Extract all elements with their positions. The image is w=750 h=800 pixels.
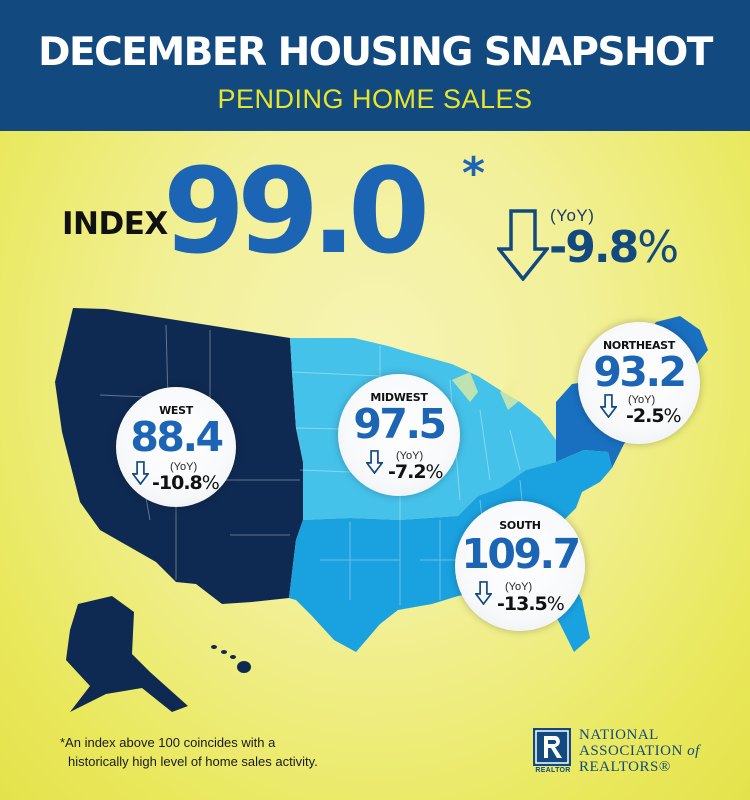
- region-bubble-south: SOUTH 109.7 (YoY) -13.5%: [455, 501, 585, 631]
- region-bubble-midwest: MIDWEST 97.5 (YoY) -7.2%: [338, 374, 460, 496]
- index-asterisk: *: [462, 148, 486, 199]
- realtor-tag: REALTOR: [535, 767, 571, 774]
- region-yoy-label: (YoY): [628, 394, 656, 406]
- region-index-value: 109.7: [461, 530, 581, 578]
- nar-line-2: ASSOCIATION of: [579, 743, 700, 759]
- down-arrow-icon: [600, 394, 617, 418]
- footnote: *An index above 100 coincides with a his…: [60, 733, 380, 771]
- footnote-line-1: *An index above 100 coincides with a: [60, 735, 276, 750]
- nar-wordmark: NATIONAL ASSOCIATION of REALTORS®: [579, 727, 700, 775]
- region-yoy-label: (YoY): [170, 461, 198, 473]
- region-yoy-value: -13.5%: [497, 593, 565, 615]
- national-yoy-label: (YoY): [550, 206, 595, 225]
- down-arrow-icon: [497, 209, 549, 281]
- map-alaska: [66, 596, 188, 712]
- region-yoy-value: -10.8%: [152, 472, 220, 494]
- down-arrow-icon: [132, 461, 149, 485]
- national-yoy-value: -9.8%: [549, 222, 679, 273]
- map-great-lakes: [452, 372, 520, 410]
- page-title: DECEMBER HOUSING SNAPSHOT: [38, 30, 713, 75]
- index-label: INDEX: [62, 206, 168, 242]
- region-name: WEST: [159, 404, 193, 417]
- region-name: SOUTH: [499, 519, 541, 532]
- region-bubble-west: WEST 88.4 (YoY) -10.8%: [116, 387, 236, 507]
- region-name: NORTHEAST: [603, 339, 675, 352]
- down-arrow-icon: [475, 581, 492, 605]
- header-banner: DECEMBER HOUSING SNAPSHOT PENDING HOME S…: [0, 0, 750, 131]
- realtor-r-logo-icon: REALTOR: [533, 728, 573, 774]
- map-region-south: [289, 450, 612, 652]
- region-yoy-value: -2.5%: [626, 405, 682, 427]
- region-index-value: 88.4: [130, 413, 224, 461]
- region-bubble-northeast: NORTHEAST 93.2 (YoY) -2.5%: [578, 322, 700, 444]
- map-hawaii: [211, 645, 251, 673]
- footnote-line-2: historically high level of home sales ac…: [68, 754, 318, 769]
- nar-line-1: NATIONAL: [579, 727, 659, 743]
- region-yoy-label: (YoY): [505, 581, 533, 593]
- region-index-value: 93.2: [593, 348, 687, 396]
- down-arrow-icon: [366, 450, 383, 474]
- r-letter-icon: [535, 730, 569, 764]
- national-index-value: 99.0: [163, 142, 430, 280]
- region-index-value: 97.5: [353, 400, 447, 448]
- nar-line-3: REALTORS®: [579, 759, 671, 775]
- region-yoy-value: -7.2%: [388, 461, 444, 483]
- page-subtitle: PENDING HOME SALES: [217, 84, 533, 114]
- region-name: MIDWEST: [370, 391, 428, 404]
- region-yoy-label: (YoY): [396, 450, 424, 462]
- realtor-r-box: [533, 728, 571, 766]
